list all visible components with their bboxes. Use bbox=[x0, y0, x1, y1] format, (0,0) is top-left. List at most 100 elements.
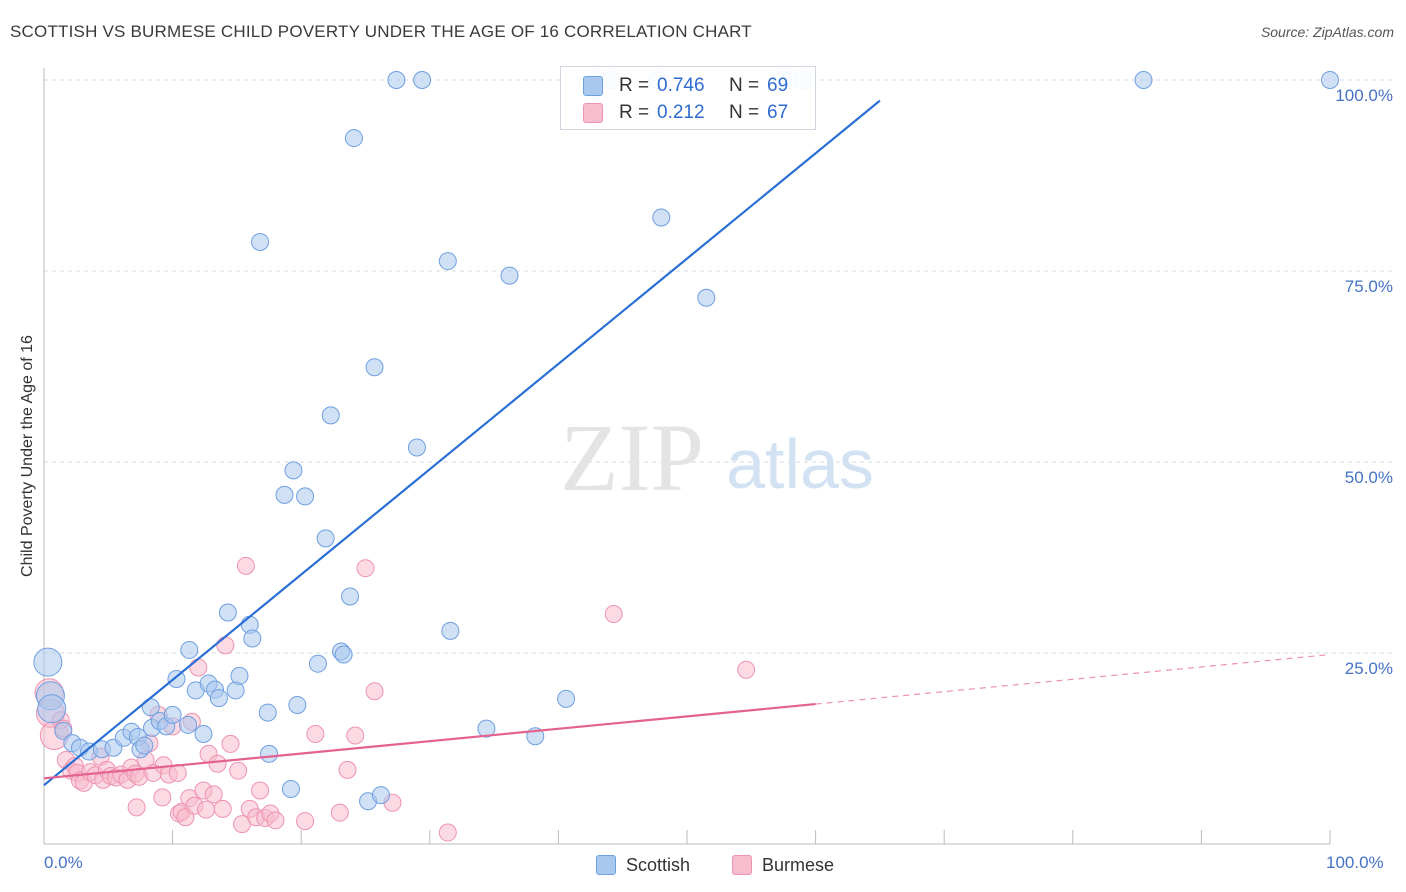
burmese-point bbox=[251, 781, 270, 800]
scottish-point bbox=[344, 129, 363, 148]
scottish-point bbox=[54, 721, 73, 740]
scottish-swatch bbox=[596, 855, 616, 875]
r-label: R = bbox=[619, 75, 650, 96]
burmese-point bbox=[346, 726, 365, 745]
burmese-point bbox=[213, 799, 232, 818]
burmese-point bbox=[296, 812, 315, 831]
burmese-point bbox=[438, 823, 457, 842]
scottish-point bbox=[316, 529, 335, 548]
trend-lines bbox=[43, 99, 1331, 787]
scottish-point bbox=[194, 724, 213, 743]
scottish-point bbox=[296, 487, 315, 506]
scottish-point bbox=[387, 71, 406, 89]
scottish-point bbox=[308, 654, 327, 673]
burmese-point bbox=[330, 803, 349, 822]
scottish-point bbox=[163, 705, 182, 724]
burmese-points bbox=[34, 556, 756, 842]
legend-scottish: Scottish bbox=[596, 852, 690, 878]
x-tick-min: 0.0% bbox=[44, 853, 83, 872]
scottish-trend-line bbox=[43, 99, 881, 787]
burmese-point bbox=[365, 682, 384, 701]
scottish-point bbox=[251, 232, 270, 251]
legend-burmese: Burmese bbox=[732, 852, 834, 878]
scottish-point bbox=[557, 689, 576, 708]
burmese-point bbox=[127, 798, 146, 817]
zipatlas-watermark: ZIP atlas bbox=[560, 404, 874, 511]
scottish-point bbox=[321, 406, 340, 425]
scottish-point bbox=[407, 438, 426, 457]
scottish-point bbox=[500, 266, 519, 285]
scottish-point bbox=[33, 647, 63, 677]
scottish-point bbox=[218, 603, 237, 622]
r-label: R = bbox=[619, 102, 650, 123]
scottish-point bbox=[230, 666, 249, 685]
stats-row-burmese: R = 0.212 N = 67 bbox=[583, 101, 789, 125]
stats-row-scottish: R = 0.746 N = 69 bbox=[583, 74, 789, 98]
scottish-points bbox=[33, 71, 1339, 811]
scottish-point bbox=[1134, 71, 1153, 89]
n-value-scottish: 69 bbox=[767, 75, 789, 96]
scottish-point bbox=[1321, 71, 1339, 89]
scottish-point bbox=[275, 485, 294, 504]
scottish-point bbox=[438, 252, 457, 271]
burmese-point bbox=[338, 760, 357, 779]
n-label: N = bbox=[729, 102, 760, 123]
y-tick-label: 100.0% bbox=[1335, 86, 1393, 105]
source-credit: Source: ZipAtlas.com bbox=[1260, 24, 1394, 40]
burmese-point bbox=[153, 788, 172, 807]
scottish-point bbox=[135, 736, 154, 755]
scottish-point bbox=[652, 208, 671, 227]
scottish-point bbox=[243, 629, 262, 648]
burmese-point bbox=[221, 734, 240, 753]
burmese-point bbox=[306, 724, 325, 743]
burmese-point bbox=[737, 660, 756, 679]
burmese-point bbox=[197, 800, 216, 819]
burmese-point bbox=[604, 605, 623, 624]
scottish-point bbox=[697, 288, 716, 307]
scottish-point bbox=[334, 645, 353, 664]
scottish-point bbox=[258, 703, 277, 722]
burmese-point bbox=[216, 636, 235, 655]
n-value-burmese: 67 bbox=[767, 102, 789, 123]
scottish-point bbox=[477, 719, 496, 738]
burmese-point bbox=[208, 754, 227, 773]
burmese-point bbox=[189, 658, 208, 677]
burmese-point bbox=[204, 785, 223, 804]
stats-legend: R = 0.746 N = 69 R = 0.212 N = 67 bbox=[560, 66, 816, 130]
scottish-swatch bbox=[583, 76, 603, 96]
scottish-point bbox=[209, 689, 228, 708]
x-tick-max: 100.0% bbox=[1326, 853, 1384, 872]
burmese-swatch bbox=[732, 855, 752, 875]
y-tick-label: 50.0% bbox=[1344, 468, 1393, 487]
legend-label-scottish: Scottish bbox=[626, 854, 691, 875]
legend-label-burmese: Burmese bbox=[762, 854, 835, 875]
scottish-point bbox=[441, 621, 460, 640]
scottish-point bbox=[179, 715, 198, 734]
y-tick-label: 25.0% bbox=[1344, 659, 1393, 678]
scottish-point bbox=[341, 587, 360, 606]
burmese-swatch bbox=[583, 103, 603, 123]
burmese-trend-extension bbox=[815, 653, 1331, 705]
scottish-point bbox=[167, 669, 186, 688]
y-tick-label: 75.0% bbox=[1344, 277, 1393, 296]
scottish-point bbox=[413, 71, 432, 89]
r-value-burmese: 0.212 bbox=[657, 102, 705, 123]
scottish-point bbox=[371, 786, 390, 805]
burmese-point bbox=[236, 556, 255, 575]
chart-title: SCOTTISH VS BURMESE CHILD POVERTY UNDER … bbox=[10, 22, 752, 41]
r-value-scottish: 0.746 bbox=[657, 75, 705, 96]
scottish-point bbox=[281, 779, 300, 798]
scottish-point bbox=[365, 358, 384, 377]
scottish-point bbox=[180, 640, 199, 659]
burmese-point bbox=[356, 559, 375, 578]
scottish-point bbox=[260, 744, 279, 763]
burmese-trend-line bbox=[43, 702, 816, 780]
scottish-point bbox=[37, 694, 67, 724]
burmese-point bbox=[229, 761, 248, 780]
burmese-point bbox=[266, 811, 285, 830]
scottish-point bbox=[288, 695, 307, 714]
watermark-atlas: atlas bbox=[726, 425, 874, 503]
n-label: N = bbox=[729, 75, 760, 96]
watermark-zip: ZIP bbox=[560, 404, 704, 511]
